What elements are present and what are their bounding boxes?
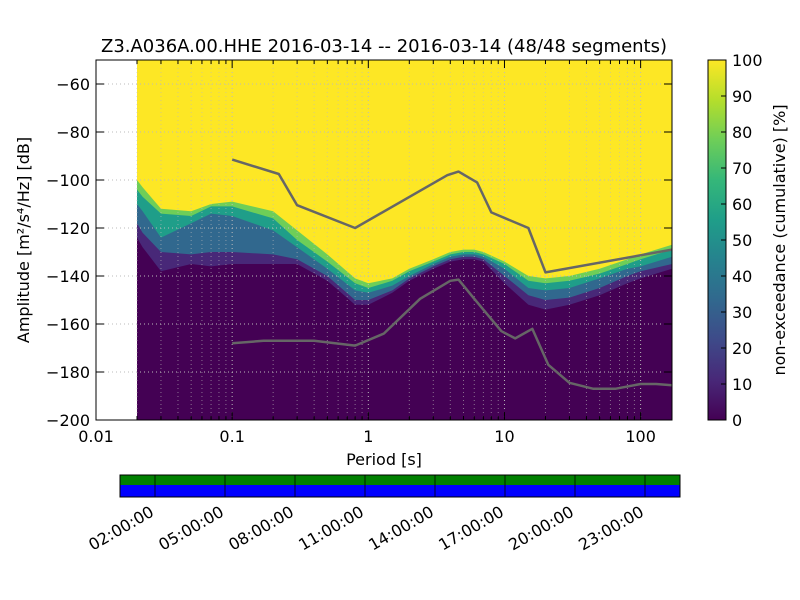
timeline-tick-label: 02:00:00 [85,502,157,554]
colorbar-label: non-exceedance (cumulative) [%] [770,104,789,375]
colorbar-tick-label: 80 [732,123,752,142]
colorbar-tick-label: 0 [732,411,742,430]
x-tick-label: 1 [363,427,373,446]
colorbar-tick-label: 60 [732,195,752,214]
x-tick-label: 10 [494,427,514,446]
colorbar: 0 10 20 30 40 50 60 70 80 90 100 non-exceedance (c… [707,51,789,430]
y-tick-label: −160 [46,315,90,334]
y-tick-label: −200 [46,411,90,430]
x-tick-label: 0.01 [78,427,114,446]
y-axis-label: Amplitude [m²/s⁴/Hz] [dB] [14,137,33,343]
timeline-bar-top [120,475,680,485]
y-axis-ticks: −60 −80 −100 −120 −140 −160 −180 −200 [46,75,672,430]
colorbar-tick-label: 100 [732,51,763,70]
x-axis-label: Period [s] [346,450,422,469]
x-axis-ticks: 0.01 0.1 1 10 100 [78,60,656,446]
colorbar-tick-label: 20 [732,339,752,358]
timeline-tick-label: 08:00:00 [225,502,297,554]
colorbar-tick-label: 90 [732,87,752,106]
timeline-tick-label: 05:00:00 [155,502,227,554]
colorbar-ticks: 0 10 20 30 40 50 60 70 80 90 100 [721,51,763,430]
colorbar-tick-label: 30 [732,303,752,322]
heatmap-band-0 [137,237,672,420]
y-tick-label: −140 [46,267,90,286]
y-tick-label: −180 [46,363,90,382]
y-tick-label: −60 [56,75,90,94]
timeline-tick-label: 20:00:00 [505,502,577,554]
data-availability-timeline: 02:00:0005:00:0008:00:0011:00:0014:00:00… [85,474,681,554]
y-tick-label: −100 [46,171,90,190]
x-tick-label: 100 [625,427,656,446]
y-tick-label: −120 [46,219,90,238]
timeline-tick-label: 14:00:00 [365,502,437,554]
timeline-tick-label: 23:00:00 [575,502,647,554]
colorbar-tick-label: 40 [732,267,752,286]
colorbar-tick-label: 70 [732,159,752,178]
colorbar-tick-label: 50 [732,231,752,250]
y-tick-label: −80 [56,123,90,142]
psd-heatmap [136,60,672,420]
timeline-tick-label: 17:00:00 [435,502,507,554]
grid [96,60,672,420]
timeline-bar-bottom [120,485,680,497]
noise-model-lines [231,158,672,391]
x-tick-label: 0.1 [219,427,244,446]
timeline-frame [119,474,681,498]
timeline-tick-label: 11:00:00 [295,502,367,554]
colorbar-tick-label: 10 [732,375,752,394]
low-noise-model-line [232,278,672,391]
high-noise-model-line [231,158,672,274]
chart-title: Z3.A036A.00.HHE 2016-03-14 -- 2016-03-14… [101,36,667,57]
plot-frame [95,59,673,421]
